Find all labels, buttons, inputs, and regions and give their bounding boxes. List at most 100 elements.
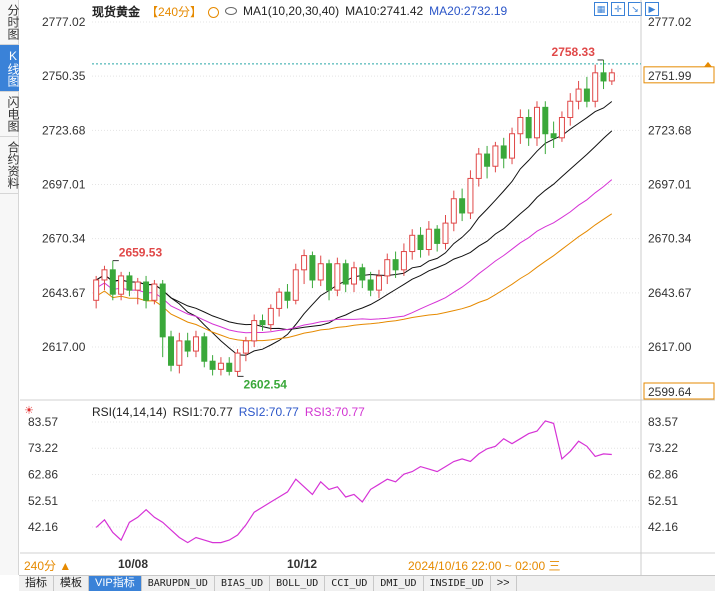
tab-indicators[interactable]: 指标 [19,576,54,591]
y-tick-label-right: 2777.02 [648,15,692,29]
candle [583,76,590,108]
period-selector-button[interactable]: 240分 ▲ [24,559,72,573]
candle [101,265,108,291]
ma30-line [95,179,613,334]
candle [192,330,199,358]
candle-body [326,263,333,291]
tab-vip-indicators[interactable]: VIP指标 [89,576,142,591]
rsi2-value: RSI2:70.77 [238,405,299,419]
ma10-value: MA10:2741.42 [345,4,424,18]
candle-body [259,320,266,326]
candle-body [442,222,449,244]
candle [500,137,507,169]
grid-icon[interactable]: ▦ [594,2,608,16]
candle-body [126,275,133,291]
candle-body [567,100,574,118]
candle-body [151,283,158,301]
rsi-y-tick-label-right: 73.22 [648,441,678,455]
tab-dmi[interactable]: DMI_UD [374,576,424,591]
candle-body [550,133,557,139]
tab-more[interactable]: >> [491,576,517,591]
x-date-label: 10/12 [287,557,318,571]
toolbar-icons: ▦ ✛ ↘ ▶ [594,2,659,16]
tab-bias[interactable]: BIAS_UD [215,576,271,591]
ma-label: MA1(10,20,30,40) [243,4,340,18]
current-price-box [643,66,715,84]
candle-body [284,291,291,301]
y-tick-label-right: 2617.00 [648,340,692,354]
indicator-sun-icon[interactable]: ☀ [24,405,34,417]
candle-body [192,336,199,352]
tab-contract-info[interactable]: 合约资料 [0,137,20,194]
y-tick-label: 2617.00 [42,340,86,354]
y-tick-label: 2697.01 [42,178,86,192]
eye-icon[interactable] [225,7,238,15]
crosshair-icon[interactable]: ✛ [611,2,625,16]
ma10-line [95,101,613,356]
candle-body [367,279,374,291]
candle [367,271,374,297]
candle-body [226,362,233,372]
tab-flash[interactable]: 闪电图 [0,92,20,137]
candle [234,349,241,377]
candle-body [592,72,599,102]
candle-body [492,145,499,167]
annotation-label: 2758.33 [552,45,596,59]
play-icon[interactable]: ▶ [645,2,659,16]
candle [168,330,175,372]
period-label[interactable]: 【240分】 [146,4,203,19]
candle [276,288,283,317]
candle [475,147,482,187]
candle [509,127,516,165]
candle-body [93,279,100,301]
candle [492,141,499,173]
candle [442,214,449,250]
candle [600,59,607,90]
x-date-label: 10/08 [118,557,149,571]
candle [118,271,125,301]
tab-time-sharing[interactable]: 分时图 [0,0,20,45]
tab-barupdn[interactable]: BARUPDN_UD [142,576,215,591]
y-tick-label-right: 2723.68 [648,123,692,137]
y-tick-label: 2643.67 [42,286,86,300]
candle [558,111,565,142]
candle [575,80,582,110]
rsi3-value: RSI3:70.77 [304,405,365,419]
candle [284,284,291,309]
candle-body [359,267,366,281]
candle-body [409,234,416,253]
candle-body [484,153,491,167]
ma-lines [95,101,613,356]
y-tick-label-right: 2697.01 [648,178,692,192]
candle [93,275,100,309]
candle-body [608,72,615,82]
rsi-y-tick-label-right: 62.86 [648,468,678,482]
tab-templates[interactable]: 模板 [54,576,89,591]
candle [450,190,457,232]
candle-body [542,106,549,135]
candle-body [276,291,283,309]
y-tick-label: 2723.68 [42,123,86,137]
candle-body [517,116,524,135]
kline-y-axis: 2777.022777.022750.352750.352723.682723.… [42,15,715,400]
candle [201,332,208,368]
candle-body [600,72,607,82]
rsi-y-tick-label: 42.16 [28,520,58,534]
tab-kline[interactable]: K线图 [0,45,20,92]
candle [434,225,441,252]
candle-body [467,177,474,214]
tab-inside[interactable]: INSIDE_UD [424,576,491,591]
rsi-y-axis: 83.57 83.57 73.22 73.22 62.86 62.86 52.51 52.51… [28,415,678,534]
tab-cci[interactable]: CCI_UD [325,576,375,591]
candle [159,279,166,358]
candle [400,243,407,276]
candle [292,263,299,305]
rsi-plot [92,420,640,544]
candle [525,109,532,146]
candle [467,170,474,220]
tab-boll[interactable]: BOLL_UD [270,576,326,591]
chart-header: 现货黄金 【240分】 MA1(10,20,30,40) MA10:2741.4… [92,3,507,19]
settings-icon[interactable] [208,6,220,18]
rsi-y-tick-label: 52.51 [28,494,58,508]
